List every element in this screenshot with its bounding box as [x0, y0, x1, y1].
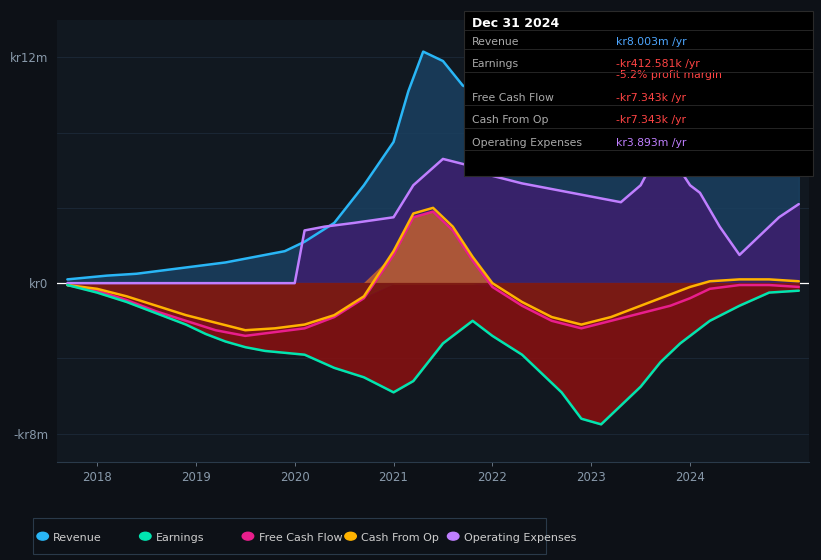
Text: -kr7.343k /yr: -kr7.343k /yr [616, 115, 686, 125]
Text: Revenue: Revenue [472, 37, 520, 47]
Text: Operating Expenses: Operating Expenses [464, 533, 576, 543]
Text: Dec 31 2024: Dec 31 2024 [472, 17, 559, 30]
Text: Operating Expenses: Operating Expenses [472, 138, 582, 148]
Text: kr3.893m /yr: kr3.893m /yr [616, 138, 686, 148]
Text: Earnings: Earnings [472, 59, 519, 69]
Text: Free Cash Flow: Free Cash Flow [259, 533, 342, 543]
Text: -5.2% profit margin: -5.2% profit margin [616, 71, 722, 81]
Text: Revenue: Revenue [53, 533, 102, 543]
Text: kr8.003m /yr: kr8.003m /yr [616, 37, 686, 47]
Text: -kr7.343k /yr: -kr7.343k /yr [616, 93, 686, 103]
Text: Cash From Op: Cash From Op [361, 533, 439, 543]
Text: Free Cash Flow: Free Cash Flow [472, 93, 554, 103]
Text: -kr412.581k /yr: -kr412.581k /yr [616, 59, 699, 69]
Text: Cash From Op: Cash From Op [472, 115, 548, 125]
Text: Earnings: Earnings [156, 533, 204, 543]
